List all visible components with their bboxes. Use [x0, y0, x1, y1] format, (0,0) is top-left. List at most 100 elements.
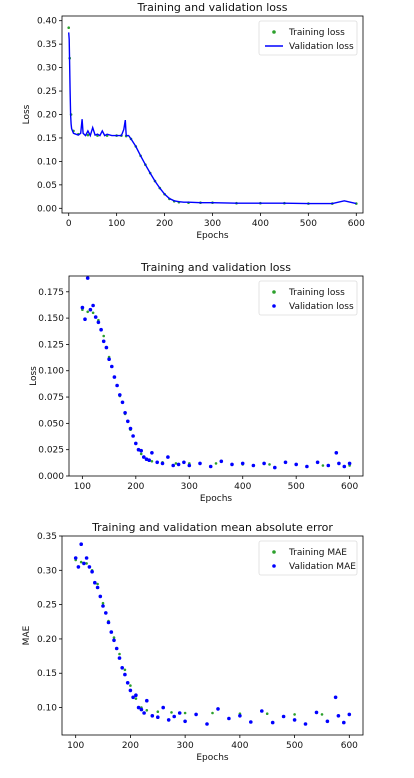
plot-area	[80, 276, 352, 470]
y-tick-label: 0.40	[37, 17, 57, 27]
y-tick-label: 0.050	[38, 419, 64, 429]
data-point	[211, 711, 214, 715]
y-axis-label: MAE	[22, 625, 32, 645]
data-point	[120, 400, 125, 405]
data-point	[91, 311, 95, 315]
data-point	[139, 707, 144, 712]
legend-label: Validation loss	[289, 42, 354, 52]
data-point	[315, 460, 320, 465]
data-point	[187, 463, 192, 468]
data-point	[106, 620, 111, 625]
data-point	[334, 451, 339, 455]
data-point	[251, 463, 256, 468]
data-point	[79, 542, 83, 546]
data-point	[123, 411, 127, 415]
data-point	[102, 334, 105, 338]
data-point	[136, 447, 141, 452]
axes-frame	[61, 535, 364, 736]
y-tick-label: 0.10	[37, 704, 57, 714]
data-point	[240, 461, 245, 466]
data-point	[87, 565, 92, 569]
data-point	[131, 695, 135, 700]
y-tick-label: 0.20	[37, 111, 57, 121]
data-point	[86, 310, 89, 314]
data-point	[98, 594, 103, 599]
data-point	[91, 303, 95, 308]
data-point	[134, 441, 138, 446]
data-point	[96, 320, 101, 325]
data-point	[114, 646, 119, 651]
legend-box	[258, 540, 358, 576]
data-point	[265, 712, 269, 715]
x-tick-label: 500	[286, 741, 303, 751]
data-point	[198, 461, 202, 466]
data-point	[145, 698, 149, 703]
x-axis-label: Epochs	[196, 231, 229, 241]
y-tick-label: 0.30	[37, 566, 57, 576]
data-point	[270, 720, 275, 725]
x-tick-label: 600	[341, 482, 358, 492]
data-point	[101, 604, 105, 608]
data-point	[230, 462, 234, 467]
data-point	[109, 630, 114, 634]
x-tick-label: 300	[177, 741, 194, 751]
data-point	[96, 582, 99, 586]
y-tick-label: 0.025	[38, 446, 64, 456]
x-tick-label: 200	[122, 741, 139, 751]
legend-swatch-dot	[272, 550, 276, 554]
data-point	[104, 345, 109, 350]
axes-frame	[68, 275, 364, 477]
data-point	[321, 464, 325, 467]
data-point	[136, 705, 141, 710]
data-point	[262, 461, 266, 466]
data-point	[134, 697, 138, 700]
series-line	[68, 32, 357, 205]
data-point	[249, 720, 253, 724]
data-point	[166, 718, 171, 722]
data-point	[112, 638, 116, 643]
data-point	[150, 460, 154, 463]
data-point	[93, 315, 98, 319]
x-axis-label: Epochs	[200, 494, 233, 504]
x-tick-label: 500	[300, 219, 317, 229]
x-axis-label: Epochs	[196, 753, 229, 763]
data-point	[347, 712, 352, 717]
y-tick-label: 0.100	[38, 367, 64, 377]
data-point	[326, 463, 331, 468]
legend-label: Training loss	[288, 288, 345, 298]
legend-label: Training MAE	[288, 548, 347, 558]
y-tick-label: 0.10	[37, 157, 57, 167]
data-point	[145, 709, 149, 712]
data-point	[172, 714, 176, 719]
legend-box	[258, 280, 358, 316]
y-tick-label: 0.150	[38, 314, 64, 324]
data-point	[161, 705, 165, 710]
y-axis-label: Loss	[29, 366, 39, 386]
y-tick-label: 0.20	[37, 635, 57, 645]
legend: Training loss Validation loss	[258, 20, 358, 56]
chart-2: Training and validation loss 100 200 300 400…	[29, 261, 364, 504]
x-tick-label: 400	[252, 219, 269, 229]
data-point	[183, 719, 187, 724]
data-point	[147, 458, 151, 463]
legend-swatch-dot	[272, 564, 276, 568]
data-point	[115, 383, 119, 388]
data-point	[156, 710, 160, 713]
data-point	[325, 719, 330, 724]
y-tick-label: 0.125	[38, 340, 64, 350]
data-point	[118, 393, 122, 397]
x-tick-label: 200	[127, 482, 144, 492]
y-tick-label: 0.30	[37, 64, 57, 74]
y-axis-label: Loss	[22, 104, 32, 124]
legend: Training loss Validation loss	[258, 280, 358, 316]
x-tick-label: 0	[66, 219, 72, 229]
y-tick-label: 0.25	[37, 87, 57, 97]
data-point	[112, 375, 117, 379]
data-point	[107, 357, 111, 362]
data-point	[182, 460, 186, 465]
plot-area	[67, 26, 358, 205]
data-point	[183, 711, 187, 715]
y-tick-label: 0.000	[38, 472, 64, 482]
data-point	[101, 601, 105, 605]
data-point	[320, 713, 324, 716]
